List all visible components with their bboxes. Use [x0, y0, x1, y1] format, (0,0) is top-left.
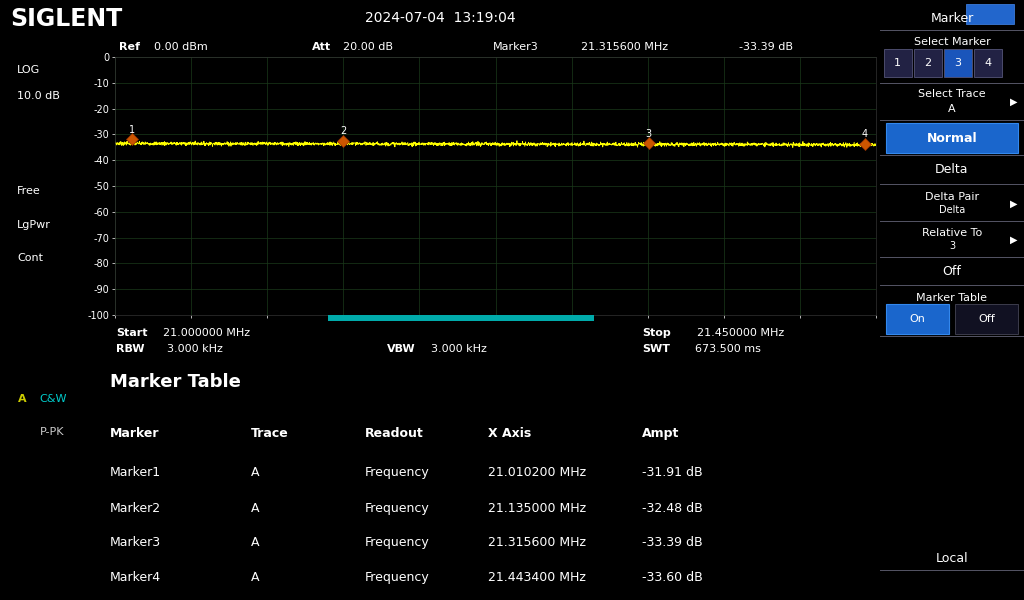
Text: Free: Free: [17, 186, 41, 196]
Text: Marker Table: Marker Table: [110, 373, 241, 391]
Text: 21.000000 MHz: 21.000000 MHz: [163, 328, 250, 338]
Text: 21.315600 MHz: 21.315600 MHz: [581, 42, 668, 52]
Text: Marker: Marker: [931, 11, 974, 25]
Text: Marker Table: Marker Table: [916, 293, 987, 303]
Bar: [974, 49, 1002, 77]
Text: 21.315600 MHz: 21.315600 MHz: [488, 536, 587, 550]
Text: Off: Off: [978, 314, 995, 324]
Text: -33.39 dB: -33.39 dB: [642, 536, 703, 550]
Text: Marker1: Marker1: [110, 466, 161, 479]
Text: 2: 2: [340, 126, 346, 136]
Text: 0.00 dBm: 0.00 dBm: [154, 42, 208, 52]
Text: Att: Att: [312, 42, 332, 52]
Bar: [967, 4, 1014, 24]
Text: A: A: [251, 502, 259, 515]
Text: 4: 4: [985, 58, 992, 68]
Text: 4: 4: [862, 129, 868, 139]
Text: Relative To: Relative To: [922, 228, 982, 238]
Text: SIGLENT: SIGLENT: [10, 7, 123, 31]
Text: Delta: Delta: [935, 163, 969, 176]
Text: Select Marker: Select Marker: [913, 37, 990, 47]
Text: P-PK: P-PK: [40, 427, 65, 437]
Bar: [944, 49, 972, 77]
Text: Marker2: Marker2: [110, 502, 161, 515]
Text: SWT: SWT: [642, 344, 671, 353]
Text: 3: 3: [646, 128, 652, 139]
Text: Start: Start: [116, 328, 147, 338]
Text: Frequency: Frequency: [366, 571, 430, 584]
Text: 3: 3: [949, 241, 955, 251]
Text: 3.000 kHz: 3.000 kHz: [431, 344, 487, 353]
Text: On: On: [909, 314, 926, 324]
Text: Marker3: Marker3: [110, 536, 161, 550]
Text: Frequency: Frequency: [366, 536, 430, 550]
Text: -33.60 dB: -33.60 dB: [642, 571, 703, 584]
Text: A: A: [251, 536, 259, 550]
Text: Local: Local: [936, 551, 969, 565]
Text: Marker3: Marker3: [493, 42, 539, 52]
Bar: [954, 304, 1018, 334]
Text: Delta Pair: Delta Pair: [925, 192, 979, 202]
Text: ▶: ▶: [1010, 97, 1018, 107]
Text: Marker: Marker: [110, 427, 160, 440]
Text: 3.000 kHz: 3.000 kHz: [167, 344, 223, 353]
Text: LOG: LOG: [17, 65, 41, 75]
Text: -33.39 dB: -33.39 dB: [739, 42, 794, 52]
Text: RBW: RBW: [116, 344, 144, 353]
Text: X Axis: X Axis: [488, 427, 531, 440]
Bar: [913, 49, 942, 77]
Text: Off: Off: [942, 265, 962, 278]
Text: A: A: [17, 394, 27, 404]
Text: 21.135000 MHz: 21.135000 MHz: [488, 502, 587, 515]
Text: 2024-07-04  13:19:04: 2024-07-04 13:19:04: [365, 11, 515, 25]
Text: ▶: ▶: [1010, 235, 1018, 244]
Bar: [884, 49, 911, 77]
Text: Frequency: Frequency: [366, 502, 430, 515]
Text: 673.500 ms: 673.500 ms: [695, 344, 761, 353]
Text: Stop: Stop: [642, 328, 671, 338]
Text: Marker4: Marker4: [110, 571, 161, 584]
Text: -32.48 dB: -32.48 dB: [642, 502, 703, 515]
Text: Cont: Cont: [17, 253, 43, 263]
Bar: [328, 315, 594, 321]
Text: 21.443400 MHz: 21.443400 MHz: [488, 571, 587, 584]
Text: 10.0 dB: 10.0 dB: [17, 91, 60, 101]
Text: 1: 1: [129, 125, 135, 134]
Bar: [886, 304, 949, 334]
Text: A: A: [948, 104, 955, 114]
Text: 3: 3: [954, 58, 962, 68]
Text: -31.91 dB: -31.91 dB: [642, 466, 703, 479]
Text: 20.00 dB: 20.00 dB: [343, 42, 393, 52]
Text: ▶: ▶: [1010, 199, 1018, 208]
Text: LgPwr: LgPwr: [17, 220, 51, 230]
Text: A: A: [251, 466, 259, 479]
Text: Normal: Normal: [927, 131, 977, 145]
Text: Ampt: Ampt: [642, 427, 680, 440]
Text: Readout: Readout: [366, 427, 424, 440]
Text: 2: 2: [925, 58, 932, 68]
Text: 21.010200 MHz: 21.010200 MHz: [488, 466, 587, 479]
Text: Delta: Delta: [939, 205, 966, 215]
Text: VBW: VBW: [387, 344, 416, 353]
Text: 1: 1: [894, 58, 901, 68]
Text: 21.450000 MHz: 21.450000 MHz: [697, 328, 784, 338]
Text: Trace: Trace: [251, 427, 289, 440]
Text: Select Trace: Select Trace: [919, 89, 986, 99]
Bar: [886, 123, 1018, 153]
Text: A: A: [251, 571, 259, 584]
Text: Frequency: Frequency: [366, 466, 430, 479]
Text: Ref: Ref: [119, 42, 140, 52]
Text: C&W: C&W: [40, 394, 68, 404]
